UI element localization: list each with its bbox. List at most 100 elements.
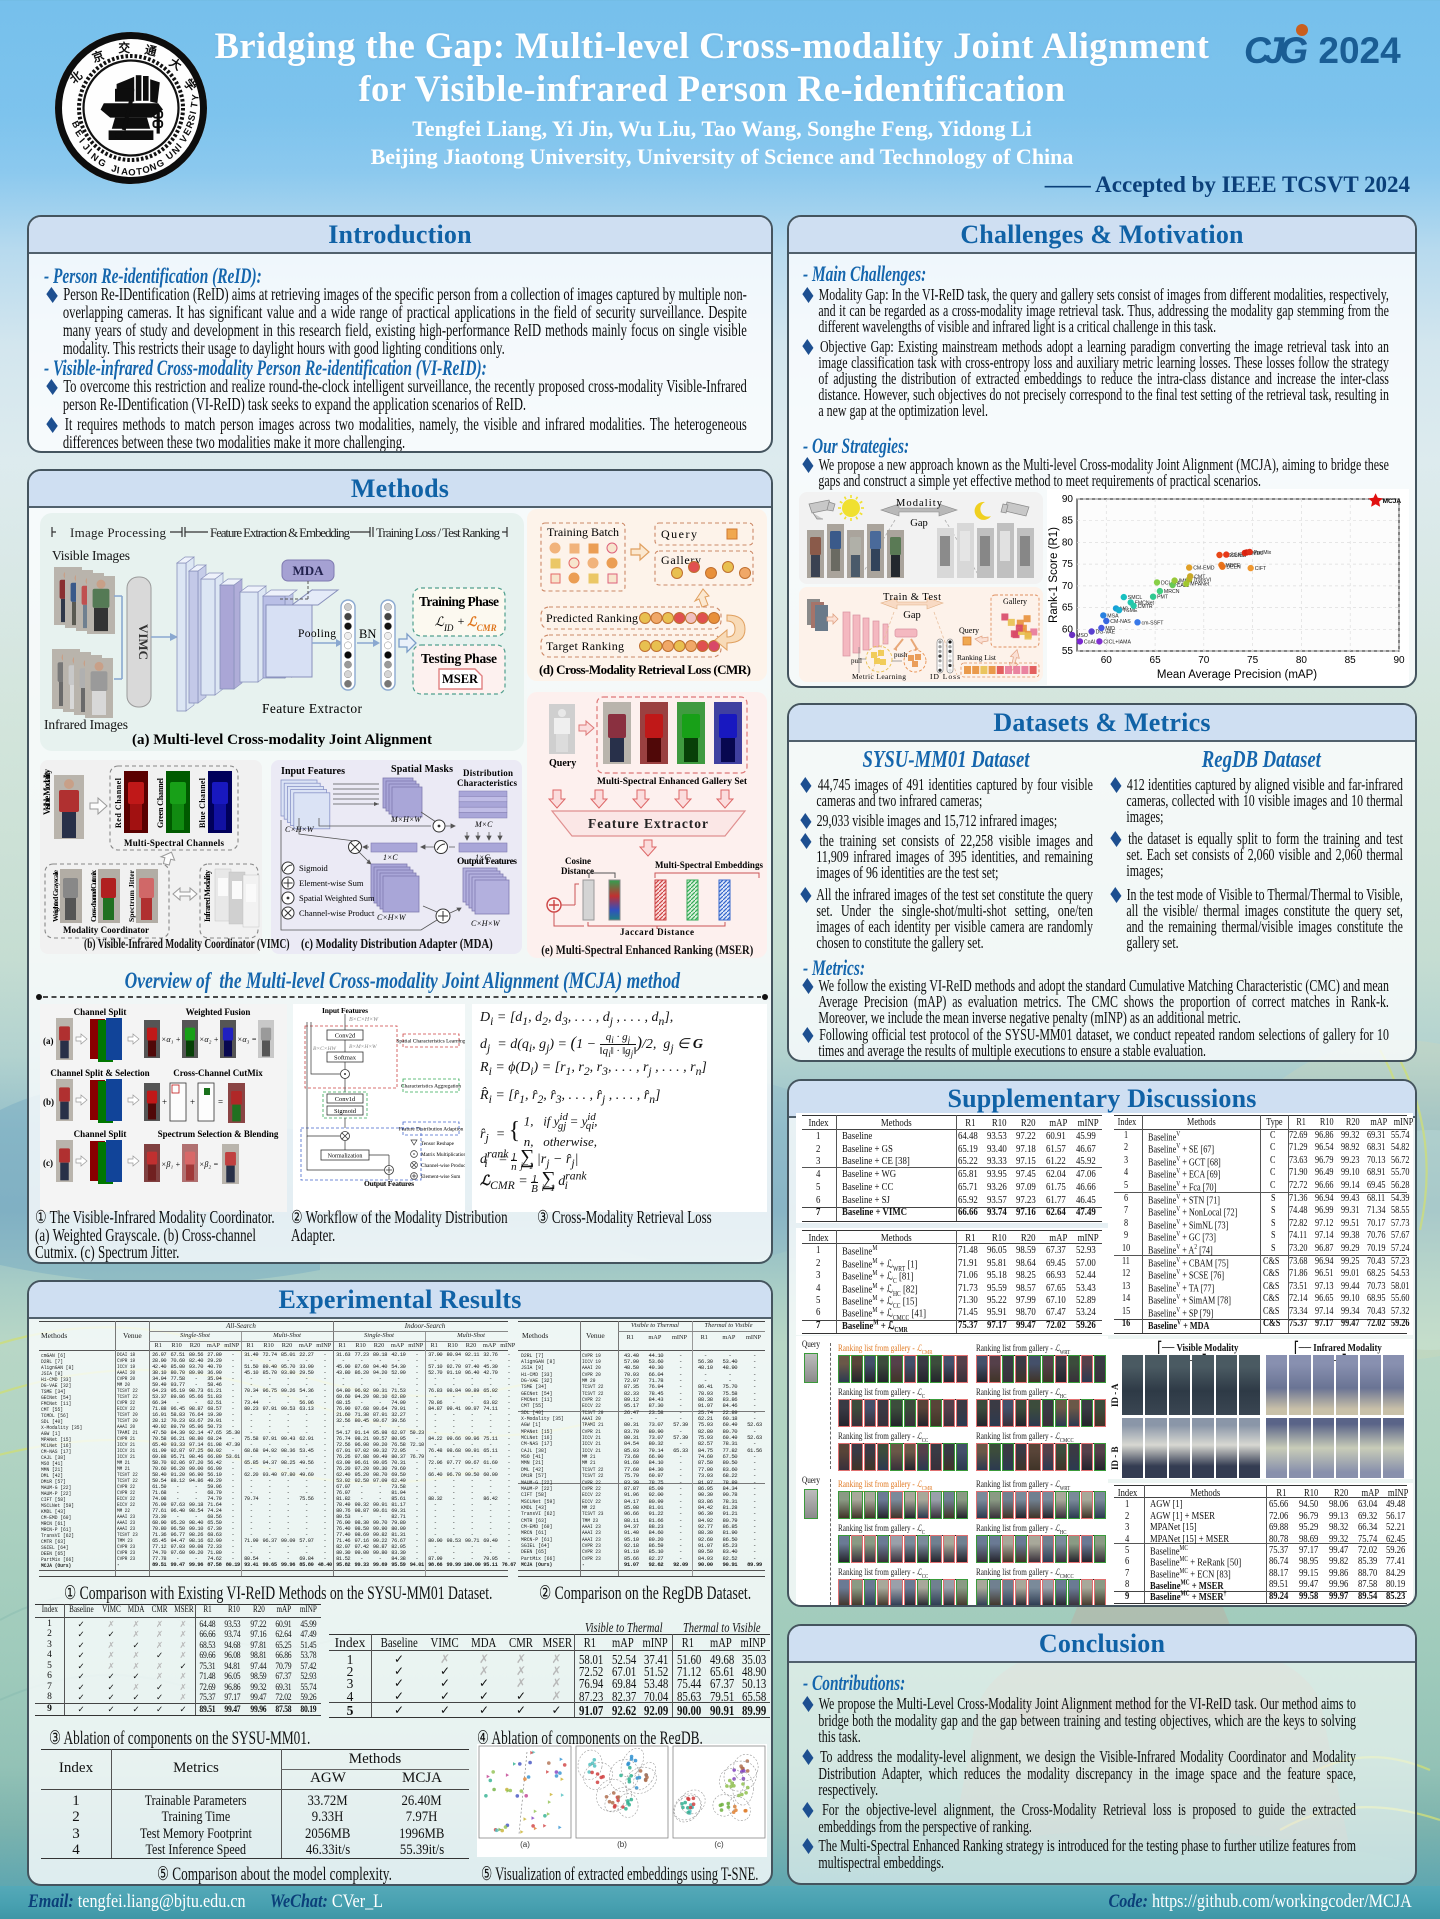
svg-text:90: 90 [1393, 655, 1405, 666]
svg-text:CMTR: CMTR [1138, 604, 1153, 610]
svg-text:Image Processing: Image Processing [70, 525, 167, 540]
svg-text:MSER: MSER [442, 672, 479, 686]
svg-text:1×C: 1×C [475, 853, 490, 862]
svg-text:MC: MC [1120, 606, 1128, 612]
svg-text:×α₁ +: ×α₁ + [161, 1035, 181, 1044]
svg-text:+: + [458, 614, 465, 628]
svg-text:I: I [85, 147, 94, 157]
svg-text:Feature Extractor: Feature Extractor [262, 701, 363, 716]
svg-text:MSCLNet: MSCLNet [1224, 553, 1247, 559]
svg-text:Rank-1 Score (R1): Rank-1 Score (R1) [1048, 527, 1060, 623]
svg-text:Sigmoid: Sigmoid [299, 863, 329, 873]
svg-text:Channel-wise Product: Channel-wise Product [299, 908, 375, 918]
svg-text:PartMix: PartMix [1254, 550, 1272, 556]
svg-text:CoAL: CoAL [1084, 639, 1097, 645]
svg-text:Modality Coordinator: Modality Coordinator [63, 925, 149, 935]
svg-text:70: 70 [1198, 655, 1210, 666]
svg-text:Y: Y [190, 93, 201, 101]
svg-text:Weighted Fusion: Weighted Fusion [186, 1007, 251, 1017]
svg-text:B: B [69, 119, 82, 130]
svg-text:+: + [190, 1097, 195, 1107]
svg-text:M×H×W: M×H×W [390, 815, 422, 824]
svg-text:O: O [142, 164, 151, 176]
svg-text:Softmax: Softmax [334, 1055, 357, 1062]
svg-text:(c): (c) [43, 1158, 53, 1168]
svg-text:push: push [894, 651, 908, 659]
svg-text:Query: Query [661, 527, 697, 541]
svg-text:Ranking List: Ranking List [957, 653, 997, 662]
svg-text:×α₂ +: ×α₂ + [199, 1035, 219, 1044]
svg-text:Output Features: Output Features [457, 857, 517, 867]
svg-text:(c): (c) [714, 1840, 724, 1849]
svg-text:Multi-Spectral Channels: Multi-Spectral Channels [124, 838, 224, 848]
svg-text:CMT: CMT [1194, 574, 1206, 580]
svg-text:MID: MID [1105, 626, 1115, 632]
svg-text:CIFT: CIFT [1255, 566, 1267, 572]
svg-text:VIMC: VIMC [136, 624, 151, 660]
svg-text:Green Channel: Green Channel [156, 777, 165, 828]
svg-text:85: 85 [1345, 655, 1357, 666]
svg-text:Multi-Spectral Enhanced Galler: Multi-Spectral Enhanced Gallery Set [597, 777, 748, 787]
svg-text:BN: BN [359, 627, 376, 641]
svg-text:KMDL: KMDL [1249, 551, 1264, 557]
svg-text:70: 70 [1062, 581, 1074, 592]
svg-text:TSME: TSME [1123, 608, 1138, 614]
svg-text:I: I [76, 136, 86, 145]
svg-text:Distribution: Distribution [463, 768, 513, 778]
svg-text:R: R [184, 119, 197, 130]
svg-text:Spatial Characteristics Learni: Spatial Characteristics Learning [396, 1039, 465, 1045]
svg-text:Cosine: Cosine [565, 856, 591, 866]
svg-text:Spatial Masks: Spatial Masks [391, 764, 453, 775]
svg-text:(a) Multi-level Cross-modality: (a) Multi-level Cross-modality Joint Ali… [132, 732, 432, 748]
svg-text:Query: Query [959, 626, 979, 635]
svg-text:京: 京 [90, 48, 106, 65]
svg-text:=: = [218, 1097, 223, 1107]
svg-text:MBCE: MBCE [1225, 563, 1241, 569]
svg-text:Infrared Modality: Infrared Modality [203, 870, 212, 922]
svg-text:×β₁ +: ×β₁ + [161, 1160, 181, 1169]
svg-text:75: 75 [1062, 559, 1074, 570]
svg-text:B×C×H×W: B×C×H×W [349, 1017, 379, 1023]
svg-text:FMCNet: FMCNet [1135, 600, 1155, 606]
svg-text:55: 55 [1062, 646, 1074, 657]
svg-text:Normalization: Normalization [328, 1154, 363, 1160]
svg-text:pull: pull [851, 657, 862, 665]
svg-text:G: G [155, 158, 166, 171]
svg-text:Predicted Ranking: Predicted Ranking [546, 611, 638, 625]
svg-text:DEEN: DEEN [1226, 565, 1241, 571]
svg-text:Weighted Grayscale: Weighted Grayscale [51, 869, 60, 922]
svg-text:CICL+IAMA: CICL+IAMA [1103, 639, 1131, 645]
svg-text:Query: Query [549, 758, 576, 769]
svg-text:SGIEL: SGIEL [1230, 553, 1245, 559]
svg-text:Cross-channel Cutmix: Cross-channel Cutmix [89, 870, 98, 922]
svg-text:O: O [128, 168, 135, 179]
svg-text:M×C: M×C [474, 820, 493, 829]
svg-text:MPANet: MPANet [1190, 582, 1209, 588]
svg-text:Feature Extraction & Embedding: Feature Extraction & Embedding [210, 525, 351, 540]
svg-text:Visible Modality: Visible Modality [42, 769, 52, 816]
svg-text:Mean Average Precision (mAP): Mean Average Precision (mAP) [1157, 669, 1317, 681]
svg-text:T: T [136, 166, 143, 177]
svg-text:Characteristics Aggregation: Characteristics Aggregation [401, 1084, 461, 1090]
svg-text:Output Features: Output Features [364, 1179, 414, 1188]
svg-text:Spatial Weighted Sum: Spatial Weighted Sum [299, 893, 375, 903]
svg-text:Channel Split & Selection: Channel Split & Selection [50, 1068, 149, 1078]
svg-text:DG-VAE: DG-VAE [1096, 630, 1116, 636]
svg-text:Feature Extractor: Feature Extractor [588, 816, 708, 831]
svg-text:MDA: MDA [292, 563, 324, 578]
svg-text:CM-EMD: CM-EMD [1193, 566, 1215, 572]
svg-text:Jaccard Distance: Jaccard Distance [620, 927, 694, 937]
svg-text:Characteristics: Characteristics [457, 778, 517, 788]
svg-text:G: G [96, 157, 108, 170]
svg-text:Input Features: Input Features [322, 1006, 368, 1015]
svg-text:MRCN: MRCN [1164, 589, 1180, 595]
svg-text:Element-wise Sum: Element-wise Sum [421, 1174, 460, 1180]
svg-text:I: I [116, 165, 120, 176]
svg-text:90: 90 [1062, 494, 1074, 505]
svg-text:Pooling: Pooling [298, 628, 336, 640]
svg-text:通: 通 [143, 43, 158, 59]
svg-text:Modality: Modality [896, 498, 943, 509]
svg-text:C×H×W: C×H×W [471, 919, 501, 928]
svg-text:Red Channel: Red Channel [114, 777, 123, 828]
svg-text:85: 85 [1062, 516, 1074, 527]
